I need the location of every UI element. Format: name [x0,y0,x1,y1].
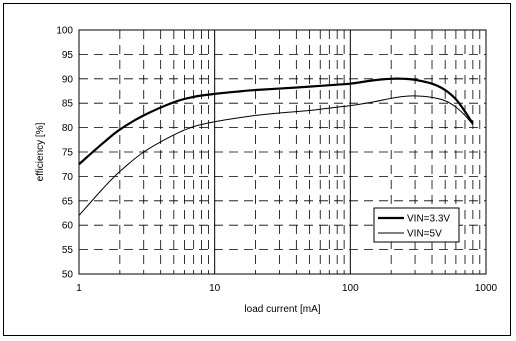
x-tick-label: 10 [209,283,221,294]
y-tick-label: 85 [62,99,74,110]
y-tick-label: 65 [62,196,74,207]
y-tick-label: 50 [62,270,74,281]
legend-box [373,207,460,243]
legend-label-vin-5v: VIN=5V [407,229,442,240]
y-axis-label: efficiency [%] [35,122,46,181]
plot-area-border [78,29,487,275]
y-tick-label: 100 [56,26,73,37]
x-tick-label: 100 [342,283,359,294]
x-axis-label: load current [mA] [244,304,320,315]
series-line-vin-5v [78,95,474,216]
legend-label-vin-3.3v: VIN=3.3V [407,214,450,225]
y-tick-label: 60 [62,221,74,232]
x-tick-label: 1 [76,283,82,294]
series-lines [78,77,474,216]
series-line-vin-3.3v [78,77,474,166]
x-tick-label: 1000 [475,283,498,294]
y-tick-label: 90 [62,74,74,85]
y-tick-label: 70 [62,172,74,183]
y-tick-label: 55 [62,245,74,256]
y-tick-label: 80 [62,123,74,134]
tick-labels: 50 55 60 65 70 75 80 85 90 95 100 1 10 100 1000 [56,26,497,295]
legend: VIN=3.3V VIN=5V [373,207,460,243]
chart-frame [3,3,511,336]
y-tick-label: 95 [62,50,74,61]
y-tick-label: 75 [62,148,74,159]
